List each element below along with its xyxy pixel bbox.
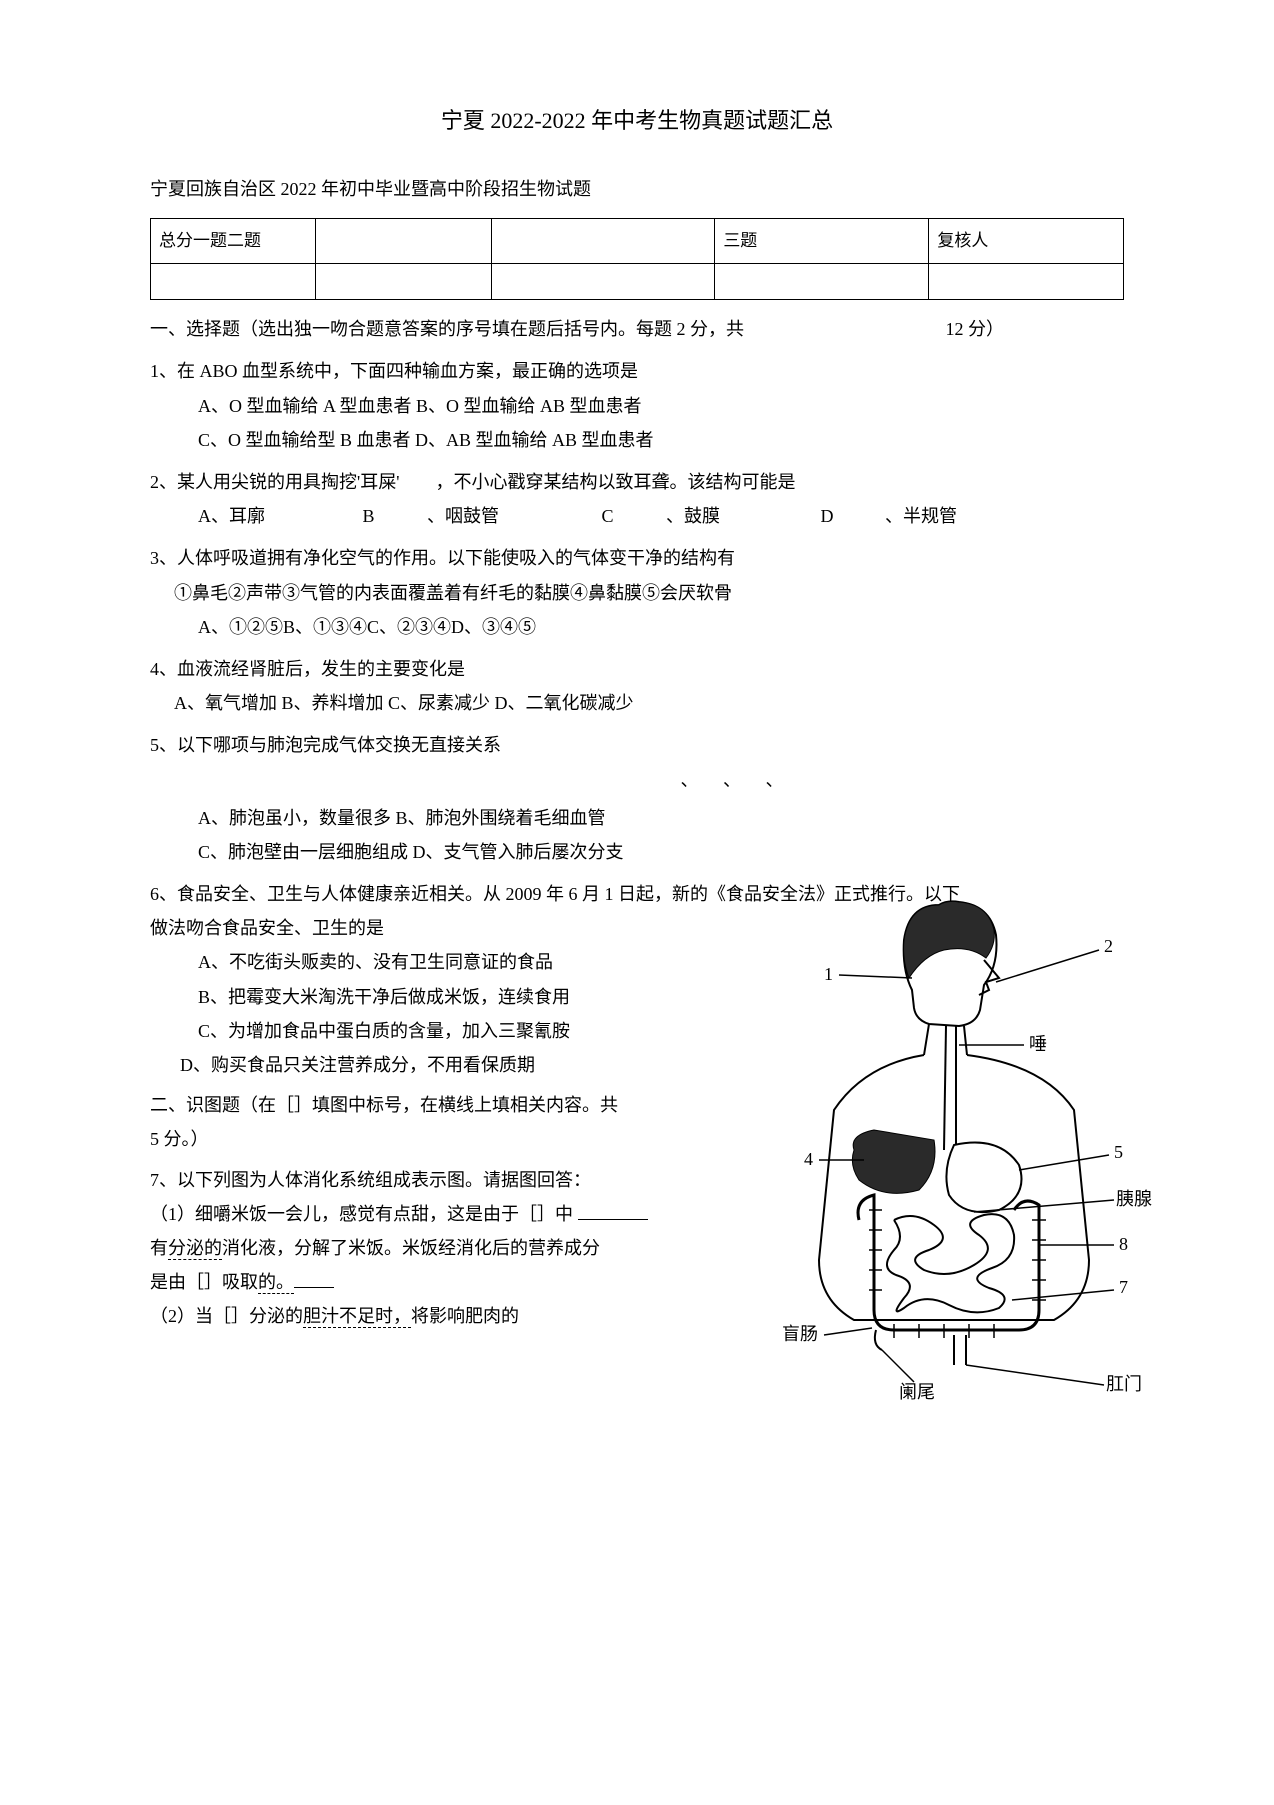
q4-stem: 4、血液流经肾脏后，发生的主要变化是 bbox=[150, 652, 1124, 686]
table-row bbox=[151, 264, 1124, 300]
question-2: 2、某人用尖锐的用具掏挖'耳屎' ，不小心戳穿某结构以致耳聋。该结构可能是 A、… bbox=[150, 465, 1124, 533]
section-1-header: 一、选择题（选出独一吻合题意答案的序号填在题后括号内。每题 2 分，共 12 分… bbox=[150, 312, 1124, 346]
label-yixian: 胰腺 bbox=[1116, 1189, 1152, 1209]
cell bbox=[929, 264, 1124, 300]
q2-opt-d-label: D bbox=[821, 499, 881, 533]
table-row: 总分一题二题 三题 复核人 bbox=[151, 218, 1124, 263]
q2-opt-a: A、耳廓 bbox=[198, 499, 358, 533]
q2-opt-b-label: B bbox=[363, 499, 423, 533]
q5-options-cd: C、肺泡壁由一层细胞组成 D、支气管入肺后屡次分支 bbox=[150, 835, 1124, 869]
blank-line bbox=[294, 1287, 334, 1288]
dotted-underline: 的。 bbox=[258, 1272, 294, 1294]
dotted-underline: 分泌的 bbox=[168, 1238, 222, 1260]
q2-opt-c: 、鼓膜 bbox=[666, 499, 816, 533]
q5-dots: 、 、 、 bbox=[150, 763, 1124, 797]
q6-opt-c: C、为增加食品中蛋白质的含量，加入三聚氰胺 bbox=[150, 1014, 670, 1048]
label-mangchang: 盲肠 bbox=[782, 1324, 818, 1344]
dotted-underline: 胆汁不足时， bbox=[303, 1306, 411, 1328]
cell bbox=[316, 264, 491, 300]
question-6: 6、食品安全、卫生与人体健康亲近相关。从 2009 年 6 月 1 日起，新的《… bbox=[150, 877, 1124, 1333]
q5-options-ab: A、肺泡虽小，数量很多 B、肺泡外围绕着毛细血管 bbox=[150, 801, 1124, 835]
label-gangmen: 肛门 bbox=[1106, 1374, 1142, 1394]
label-lanwei: 阑尾 bbox=[899, 1382, 935, 1402]
q3-items: ①鼻毛②声带③气管的内表面覆盖着有纤毛的黏膜④鼻黏膜⑤会厌软骨 bbox=[150, 576, 1124, 610]
q7-p1a-text: （1）细嚼米饭一会儿，感觉有点甜，这是由于［］中 bbox=[150, 1204, 573, 1224]
label-7: 7 bbox=[1119, 1277, 1128, 1297]
q2-opt-b: 、咽鼓管 bbox=[427, 499, 597, 533]
q1-stem: 1、在 ABO 血型系统中，下面四种输血方案，最正确的选项是 bbox=[150, 354, 1124, 388]
digestive-system-diagram: 1 2 唾 4 bbox=[764, 890, 1164, 1421]
q3-stem: 3、人体呼吸道拥有净化空气的作用。以下能使吸入的气体变干净的结构有 bbox=[150, 541, 1124, 575]
q6-lower-with-diagram: B、把霉变大米淘洗干净后做成米饭，连续食用 C、为增加食品中蛋白质的含量，加入三… bbox=[150, 980, 1124, 1334]
page-title: 宁夏 2022-2022 年中考生物真题试题汇总 bbox=[150, 100, 1124, 142]
label-4: 4 bbox=[804, 1149, 813, 1169]
cell bbox=[715, 264, 929, 300]
q2-opt-d: 、半规管 bbox=[885, 499, 1015, 533]
label-8: 8 bbox=[1119, 1234, 1128, 1254]
cell bbox=[151, 264, 316, 300]
q7-p2: （2）当［］分泌的胆汁不足时，将影响肥肉的 bbox=[150, 1299, 670, 1333]
question-4: 4、血液流经肾脏后，发生的主要变化是 A、氧气增加 B、养料增加 C、尿素减少 … bbox=[150, 652, 1124, 720]
q7-p1c: 是由［］吸取的。 bbox=[150, 1265, 670, 1299]
label-1: 1 bbox=[824, 964, 833, 984]
label-wei: 唾 bbox=[1029, 1034, 1047, 1054]
q1-options-cd: C、O 型血输给型 B 血患者 D、AB 型血输给 AB 型血患者 bbox=[150, 423, 1124, 457]
q7-p2-post: 将影响肥肉的 bbox=[411, 1306, 519, 1326]
exam-subtitle: 宁夏回族自治区 2022 年初中毕业暨高中阶段招生物试题 bbox=[150, 172, 1124, 206]
section-1-points: 12 分） bbox=[946, 312, 1005, 346]
cell: 总分一题二题 bbox=[151, 218, 316, 263]
anatomy-svg: 1 2 唾 4 bbox=[764, 890, 1164, 1410]
cell: 三题 bbox=[715, 218, 929, 263]
cell bbox=[316, 218, 491, 263]
q7-p1c-pre: 是由［］吸取 bbox=[150, 1272, 258, 1292]
q3-options: A、①②⑤B、①③④C、②③④D、③④⑤ bbox=[150, 610, 1124, 644]
q1-options-ab: A、O 型血输给 A 型血患者 B、O 型血输给 AB 型血患者 bbox=[150, 389, 1124, 423]
section-2-line2: 5 分。） bbox=[150, 1122, 670, 1156]
label-5: 5 bbox=[1114, 1142, 1123, 1162]
q2-stem: 2、某人用尖锐的用具掏挖'耳屎' ，不小心戳穿某结构以致耳聋。该结构可能是 bbox=[150, 465, 1124, 499]
q5-stem: 5、以下哪项与肺泡完成气体交换无直接关系 bbox=[150, 728, 1124, 762]
cell bbox=[491, 218, 715, 263]
q4-options: A、氧气增加 B、养料增加 C、尿素减少 D、二氧化碳减少 bbox=[150, 686, 1124, 720]
q2-opt-c-label: C bbox=[602, 499, 662, 533]
section-2-line1: 二、识图题（在［］填图中标号，在横线上填相关内容。共 bbox=[150, 1088, 670, 1122]
q7-p2-pre: （2）当［］分泌的 bbox=[150, 1306, 303, 1326]
q7-p1b-pre: 有 bbox=[150, 1238, 168, 1258]
q2-options: A、耳廓 B 、咽鼓管 C 、鼓膜 D 、半规管 bbox=[150, 499, 1124, 533]
q6-opt-b: B、把霉变大米淘洗干净后做成米饭，连续食用 bbox=[150, 980, 670, 1014]
cell: 复核人 bbox=[929, 218, 1124, 263]
cell bbox=[491, 264, 715, 300]
section-1-text: 一、选择题（选出独一吻合题意答案的序号填在题后括号内。每题 2 分，共 bbox=[150, 319, 744, 339]
q7-p1b: 有分泌的消化液，分解了米饭。米饭经消化后的营养成分 bbox=[150, 1231, 670, 1265]
q7-stem: 7、以下列图为人体消化系统组成表示图。请据图回答： bbox=[150, 1163, 670, 1197]
question-3: 3、人体呼吸道拥有净化空气的作用。以下能使吸入的气体变干净的结构有 ①鼻毛②声带… bbox=[150, 541, 1124, 644]
question-1: 1、在 ABO 血型系统中，下面四种输血方案，最正确的选项是 A、O 型血输给 … bbox=[150, 354, 1124, 457]
score-table: 总分一题二题 三题 复核人 bbox=[150, 218, 1124, 300]
q7-p1b-post: 消化液，分解了米饭。米饭经消化后的营养成分 bbox=[222, 1238, 600, 1258]
question-5: 5、以下哪项与肺泡完成气体交换无直接关系 、 、 、 A、肺泡虽小，数量很多 B… bbox=[150, 728, 1124, 869]
blank-line bbox=[578, 1219, 648, 1220]
q7-p1a: （1）细嚼米饭一会儿，感觉有点甜，这是由于［］中 bbox=[150, 1197, 670, 1231]
q6-opt-d: D、购买食品只关注营养成分，不用看保质期 bbox=[150, 1048, 670, 1082]
label-2: 2 bbox=[1104, 936, 1113, 956]
